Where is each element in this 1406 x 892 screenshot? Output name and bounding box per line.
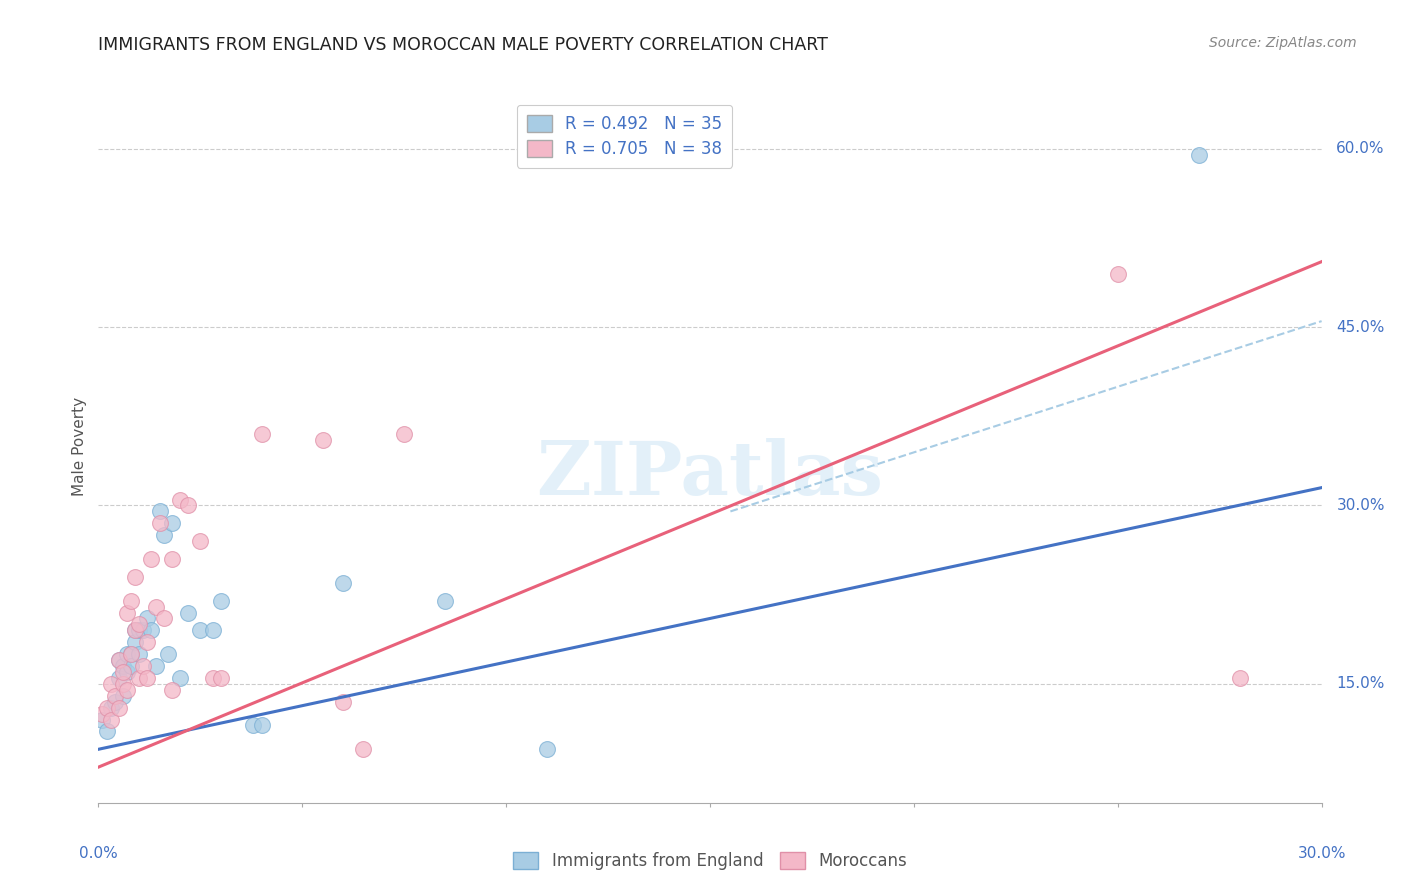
Point: [145, 599, 167, 614]
Point: [201, 671, 224, 685]
Point: [145, 659, 167, 673]
Text: 15.0%: 15.0%: [1336, 676, 1385, 691]
Point: [120, 647, 142, 661]
Point: [242, 718, 264, 732]
Point: [108, 653, 131, 667]
Point: [111, 665, 134, 679]
Point: [96, 724, 118, 739]
Point: [104, 695, 127, 709]
Point: [120, 647, 142, 661]
Point: [111, 659, 134, 673]
Point: [160, 552, 183, 566]
Point: [1107, 267, 1129, 281]
Point: [209, 671, 232, 685]
Point: [1188, 147, 1211, 161]
Point: [250, 427, 273, 442]
Point: [96, 700, 118, 714]
Point: [100, 700, 122, 714]
Point: [332, 575, 354, 590]
Point: [124, 570, 146, 584]
Point: [141, 552, 163, 566]
Point: [108, 671, 131, 685]
Text: 30.0%: 30.0%: [1336, 498, 1385, 513]
Text: IMMIGRANTS FROM ENGLAND VS MOROCCAN MALE POVERTY CORRELATION CHART: IMMIGRANTS FROM ENGLAND VS MOROCCAN MALE…: [98, 36, 828, 54]
Point: [115, 682, 138, 697]
Point: [312, 433, 335, 447]
Point: [201, 624, 224, 638]
Point: [188, 624, 212, 638]
Point: [169, 671, 191, 685]
Point: [1229, 671, 1251, 685]
Point: [115, 606, 138, 620]
Point: [100, 713, 122, 727]
Legend: R = 0.492   N = 35, R = 0.705   N = 38: R = 0.492 N = 35, R = 0.705 N = 38: [516, 104, 733, 168]
Point: [100, 677, 122, 691]
Point: [124, 624, 146, 638]
Text: ZIPatlas: ZIPatlas: [537, 438, 883, 511]
Point: [149, 504, 172, 518]
Text: 30.0%: 30.0%: [1298, 846, 1346, 861]
Point: [120, 593, 142, 607]
Point: [115, 665, 138, 679]
Point: [111, 689, 134, 703]
Text: 60.0%: 60.0%: [1336, 141, 1385, 156]
Text: Source: ZipAtlas.com: Source: ZipAtlas.com: [1209, 36, 1357, 50]
Point: [115, 647, 138, 661]
Point: [152, 611, 174, 625]
Point: [108, 653, 131, 667]
Point: [169, 492, 191, 507]
Y-axis label: Male Poverty: Male Poverty: [72, 396, 87, 496]
Point: [120, 659, 142, 673]
Point: [91, 713, 114, 727]
Point: [152, 528, 174, 542]
Point: [128, 671, 150, 685]
Text: 0.0%: 0.0%: [79, 846, 118, 861]
Point: [177, 499, 200, 513]
Point: [108, 700, 131, 714]
Point: [136, 611, 159, 625]
Point: [188, 534, 212, 549]
Point: [392, 427, 416, 442]
Point: [536, 742, 558, 756]
Point: [141, 624, 163, 638]
Point: [332, 695, 354, 709]
Point: [132, 624, 155, 638]
Point: [132, 659, 155, 673]
Point: [128, 647, 150, 661]
Text: 45.0%: 45.0%: [1336, 319, 1385, 334]
Point: [160, 516, 183, 531]
Point: [111, 677, 134, 691]
Point: [352, 742, 374, 756]
Point: [149, 516, 172, 531]
Point: [91, 706, 114, 721]
Point: [136, 635, 159, 649]
Point: [160, 682, 183, 697]
Point: [250, 718, 273, 732]
Point: [128, 624, 150, 638]
Point: [104, 689, 127, 703]
Point: [156, 647, 179, 661]
Point: [124, 635, 146, 649]
Point: [177, 606, 200, 620]
Point: [124, 624, 146, 638]
Point: [136, 671, 159, 685]
Point: [128, 617, 150, 632]
Point: [209, 593, 232, 607]
Point: [434, 593, 457, 607]
